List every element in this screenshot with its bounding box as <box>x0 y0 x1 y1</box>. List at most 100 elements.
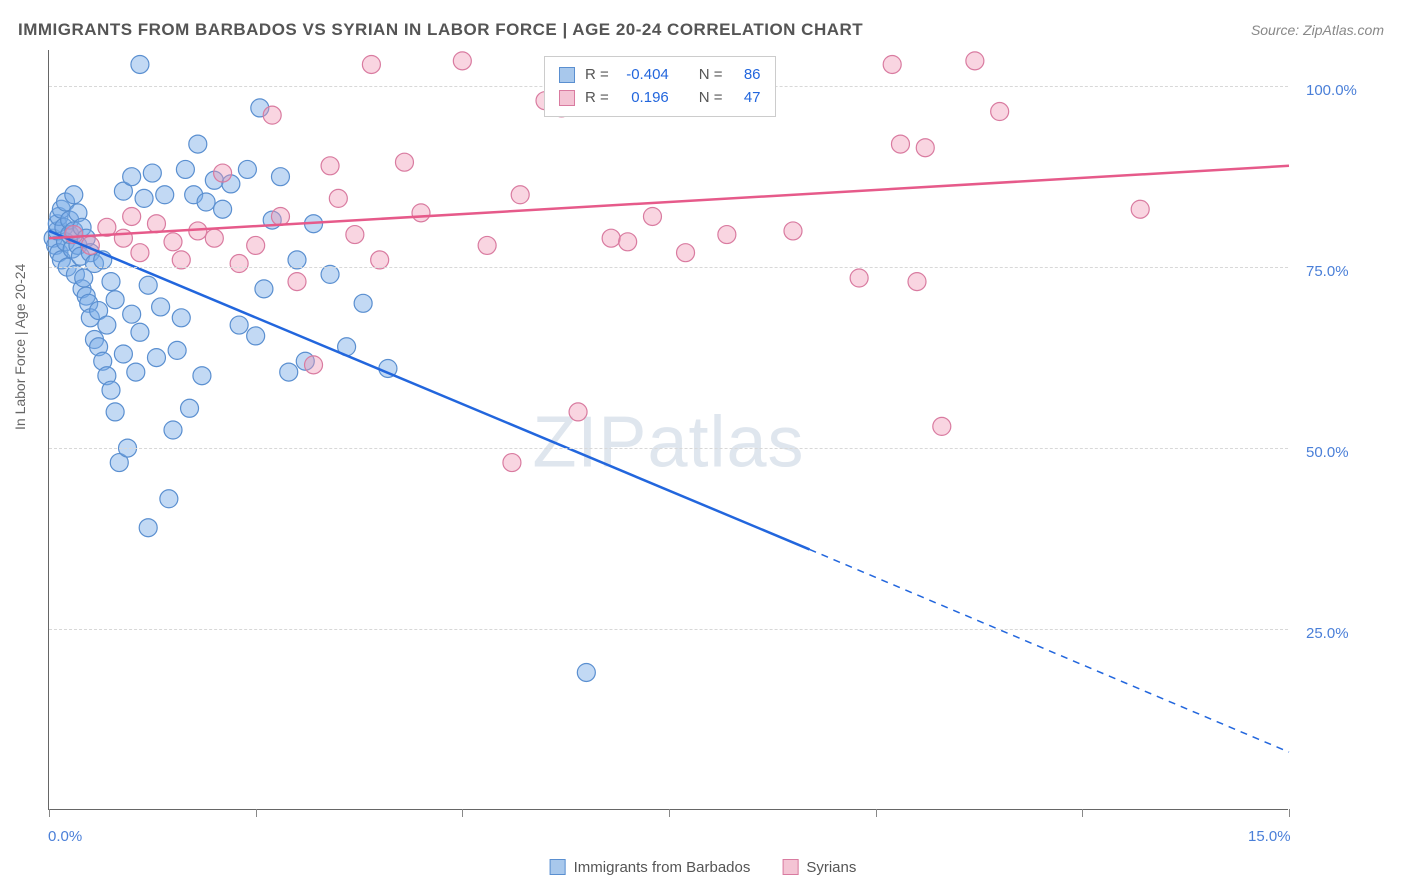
scatter-point-barbados <box>176 160 194 178</box>
legend-label-syrians: Syrians <box>806 859 856 876</box>
stats-n-label: N = <box>699 86 723 109</box>
scatter-point-syrians <box>511 186 529 204</box>
stats-r-value: -0.404 <box>619 63 669 86</box>
scatter-point-barbados <box>172 309 190 327</box>
scatter-point-syrians <box>271 207 289 225</box>
scatter-point-syrians <box>643 207 661 225</box>
scatter-point-barbados <box>230 316 248 334</box>
stats-swatch <box>559 90 575 106</box>
scatter-point-barbados <box>98 316 116 334</box>
scatter-point-syrians <box>569 403 587 421</box>
scatter-point-barbados <box>160 490 178 508</box>
y-tick-label: 25.0% <box>1306 625 1349 642</box>
scatter-point-barbados <box>280 363 298 381</box>
scatter-point-barbados <box>114 345 132 363</box>
scatter-point-barbados <box>156 186 174 204</box>
chart-container: IMMIGRANTS FROM BARBADOS VS SYRIAN IN LA… <box>0 0 1406 892</box>
stats-row-syrians: R = 0.196 N = 47 <box>559 86 761 109</box>
scatter-point-syrians <box>214 164 232 182</box>
stats-n-value: 86 <box>733 63 761 86</box>
scatter-point-syrians <box>123 207 141 225</box>
trend-line-dash-barbados <box>810 549 1289 752</box>
scatter-point-syrians <box>784 222 802 240</box>
scatter-point-syrians <box>131 244 149 262</box>
scatter-point-syrians <box>247 236 265 254</box>
stats-r-label: R = <box>585 63 609 86</box>
stats-r-value: 0.196 <box>619 86 669 109</box>
legend-swatch-barbados <box>550 859 566 875</box>
scatter-point-barbados <box>131 323 149 341</box>
scatter-point-syrians <box>362 55 380 73</box>
scatter-point-syrians <box>329 189 347 207</box>
scatter-point-barbados <box>127 363 145 381</box>
scatter-point-barbados <box>139 276 157 294</box>
scatter-point-syrians <box>114 229 132 247</box>
source-attribution: Source: ZipAtlas.com <box>1251 22 1384 38</box>
stats-r-label: R = <box>585 86 609 109</box>
scatter-point-barbados <box>189 135 207 153</box>
scatter-point-barbados <box>577 663 595 681</box>
scatter-point-syrians <box>205 229 223 247</box>
scatter-point-syrians <box>503 454 521 472</box>
legend-swatch-syrians <box>782 859 798 875</box>
scatter-point-syrians <box>718 226 736 244</box>
y-tick-label: 100.0% <box>1306 82 1357 99</box>
scatter-point-syrians <box>619 233 637 251</box>
stats-n-value: 47 <box>733 86 761 109</box>
x-tick-label: 0.0% <box>48 828 82 845</box>
scatter-point-syrians <box>147 215 165 233</box>
scatter-point-barbados <box>102 381 120 399</box>
scatter-point-barbados <box>181 399 199 417</box>
legend-item-syrians: Syrians <box>782 859 856 876</box>
scatter-point-syrians <box>321 157 339 175</box>
scatter-point-barbados <box>143 164 161 182</box>
scatter-point-syrians <box>933 417 951 435</box>
plot-area: ZIPatlas <box>48 50 1288 810</box>
scatter-point-syrians <box>230 255 248 273</box>
scatter-point-barbados <box>164 421 182 439</box>
scatter-point-syrians <box>991 103 1009 121</box>
scatter-point-syrians <box>164 233 182 251</box>
scatter-point-syrians <box>453 52 471 70</box>
scatter-point-syrians <box>288 273 306 291</box>
legend-label-barbados: Immigrants from Barbados <box>574 859 751 876</box>
scatter-point-barbados <box>106 403 124 421</box>
scatter-point-barbados <box>152 298 170 316</box>
scatter-point-syrians <box>908 273 926 291</box>
scatter-point-syrians <box>916 139 934 157</box>
scatter-point-barbados <box>354 294 372 312</box>
scatter-point-syrians <box>966 52 984 70</box>
legend-item-barbados: Immigrants from Barbados <box>550 859 751 876</box>
scatter-point-barbados <box>238 160 256 178</box>
scatter-point-syrians <box>602 229 620 247</box>
stats-swatch <box>559 67 575 83</box>
scatter-point-barbados <box>135 189 153 207</box>
plot-svg <box>49 50 1288 809</box>
y-tick-label: 75.0% <box>1306 263 1349 280</box>
scatter-point-barbados <box>123 305 141 323</box>
scatter-point-barbados <box>106 291 124 309</box>
scatter-point-syrians <box>263 106 281 124</box>
scatter-point-barbados <box>197 193 215 211</box>
scatter-point-barbados <box>123 168 141 186</box>
y-axis-title: In Labor Force | Age 20-24 <box>12 264 28 430</box>
scatter-point-syrians <box>305 356 323 374</box>
scatter-point-barbados <box>193 367 211 385</box>
scatter-point-syrians <box>346 226 364 244</box>
scatter-point-barbados <box>271 168 289 186</box>
stats-box: R = -0.404 N = 86 R = 0.196 N = 47 <box>544 56 776 117</box>
scatter-point-syrians <box>395 153 413 171</box>
scatter-point-barbados <box>214 200 232 218</box>
scatter-point-syrians <box>891 135 909 153</box>
scatter-point-syrians <box>677 244 695 262</box>
scatter-point-barbados <box>247 327 265 345</box>
scatter-point-barbados <box>65 186 83 204</box>
chart-title: IMMIGRANTS FROM BARBADOS VS SYRIAN IN LA… <box>18 20 863 40</box>
scatter-point-barbados <box>255 280 273 298</box>
scatter-point-barbados <box>168 341 186 359</box>
stats-n-label: N = <box>699 63 723 86</box>
scatter-point-barbados <box>139 519 157 537</box>
scatter-point-syrians <box>883 55 901 73</box>
scatter-point-barbados <box>131 55 149 73</box>
scatter-point-barbados <box>102 273 120 291</box>
